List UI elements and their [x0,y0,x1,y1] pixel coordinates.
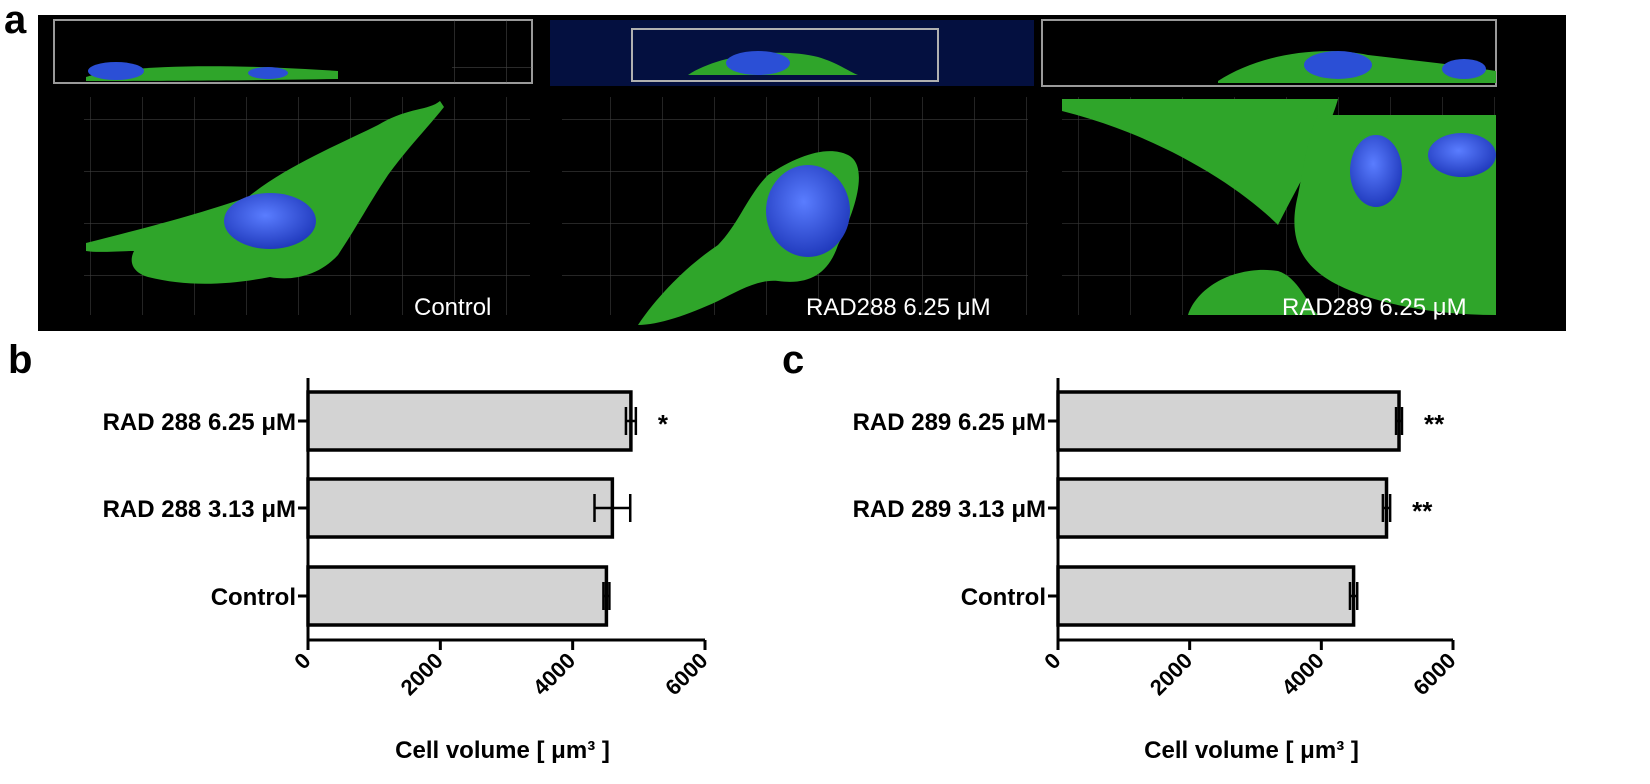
category-label: Control [211,584,296,611]
x-axis-label: Cell volume [ μm³ ] [395,737,610,764]
micrograph-label-control: Control [414,294,492,321]
microscopy-image [53,19,1497,325]
significance-marker: * [658,409,669,439]
microscopy-panel: Control RAD288 6.25 μM RAD289 6.25 μM [38,15,1566,331]
category-label: Control [961,584,1046,611]
panel-letter-a: a [4,0,27,42]
micrograph-rad288 [550,20,1034,325]
x-tick-label: 6000 [1408,648,1460,700]
x-tick-label: 4000 [1277,648,1329,700]
bar [306,565,609,627]
x-tick-label: 6000 [660,648,712,700]
category-label: RAD 289 6.25 μM [853,409,1046,436]
bar [306,390,633,452]
category-label: RAD 288 6.25 μM [103,409,296,436]
chart-c: 0 2000 4000 6000 Cell volume [ μm³ ] RAD 289 … [853,378,1461,764]
bar [306,477,615,539]
micrograph-label-rad288: RAD288 6.25 μM [806,294,991,321]
bar [1056,565,1356,627]
panel-letter-b: b [8,338,33,382]
micrograph-control [53,19,533,315]
micrograph-label-rad289: RAD289 6.25 μM [1282,294,1467,321]
x-tick-label: 4000 [528,648,580,700]
bar [1056,390,1401,452]
x-tick-label: 2000 [1145,648,1197,700]
x-tick-label: 0 [1039,648,1065,674]
category-label: RAD 289 3.13 μM [853,496,1046,523]
significance-marker: ** [1424,409,1445,439]
x-tick-label: 0 [289,648,315,674]
panel-letter-c: c [782,338,805,382]
x-axis-label: Cell volume [ μm³ ] [1144,737,1359,764]
significance-marker: ** [1412,496,1433,526]
x-tick-label: 2000 [396,648,448,700]
category-label: RAD 288 3.13 μM [103,496,296,523]
chart-b: 0 2000 4000 6000 Cell volume [ μm³ ] RAD 288 … [103,378,713,764]
bar [1056,477,1389,539]
micrograph-rad289 [1041,19,1497,315]
